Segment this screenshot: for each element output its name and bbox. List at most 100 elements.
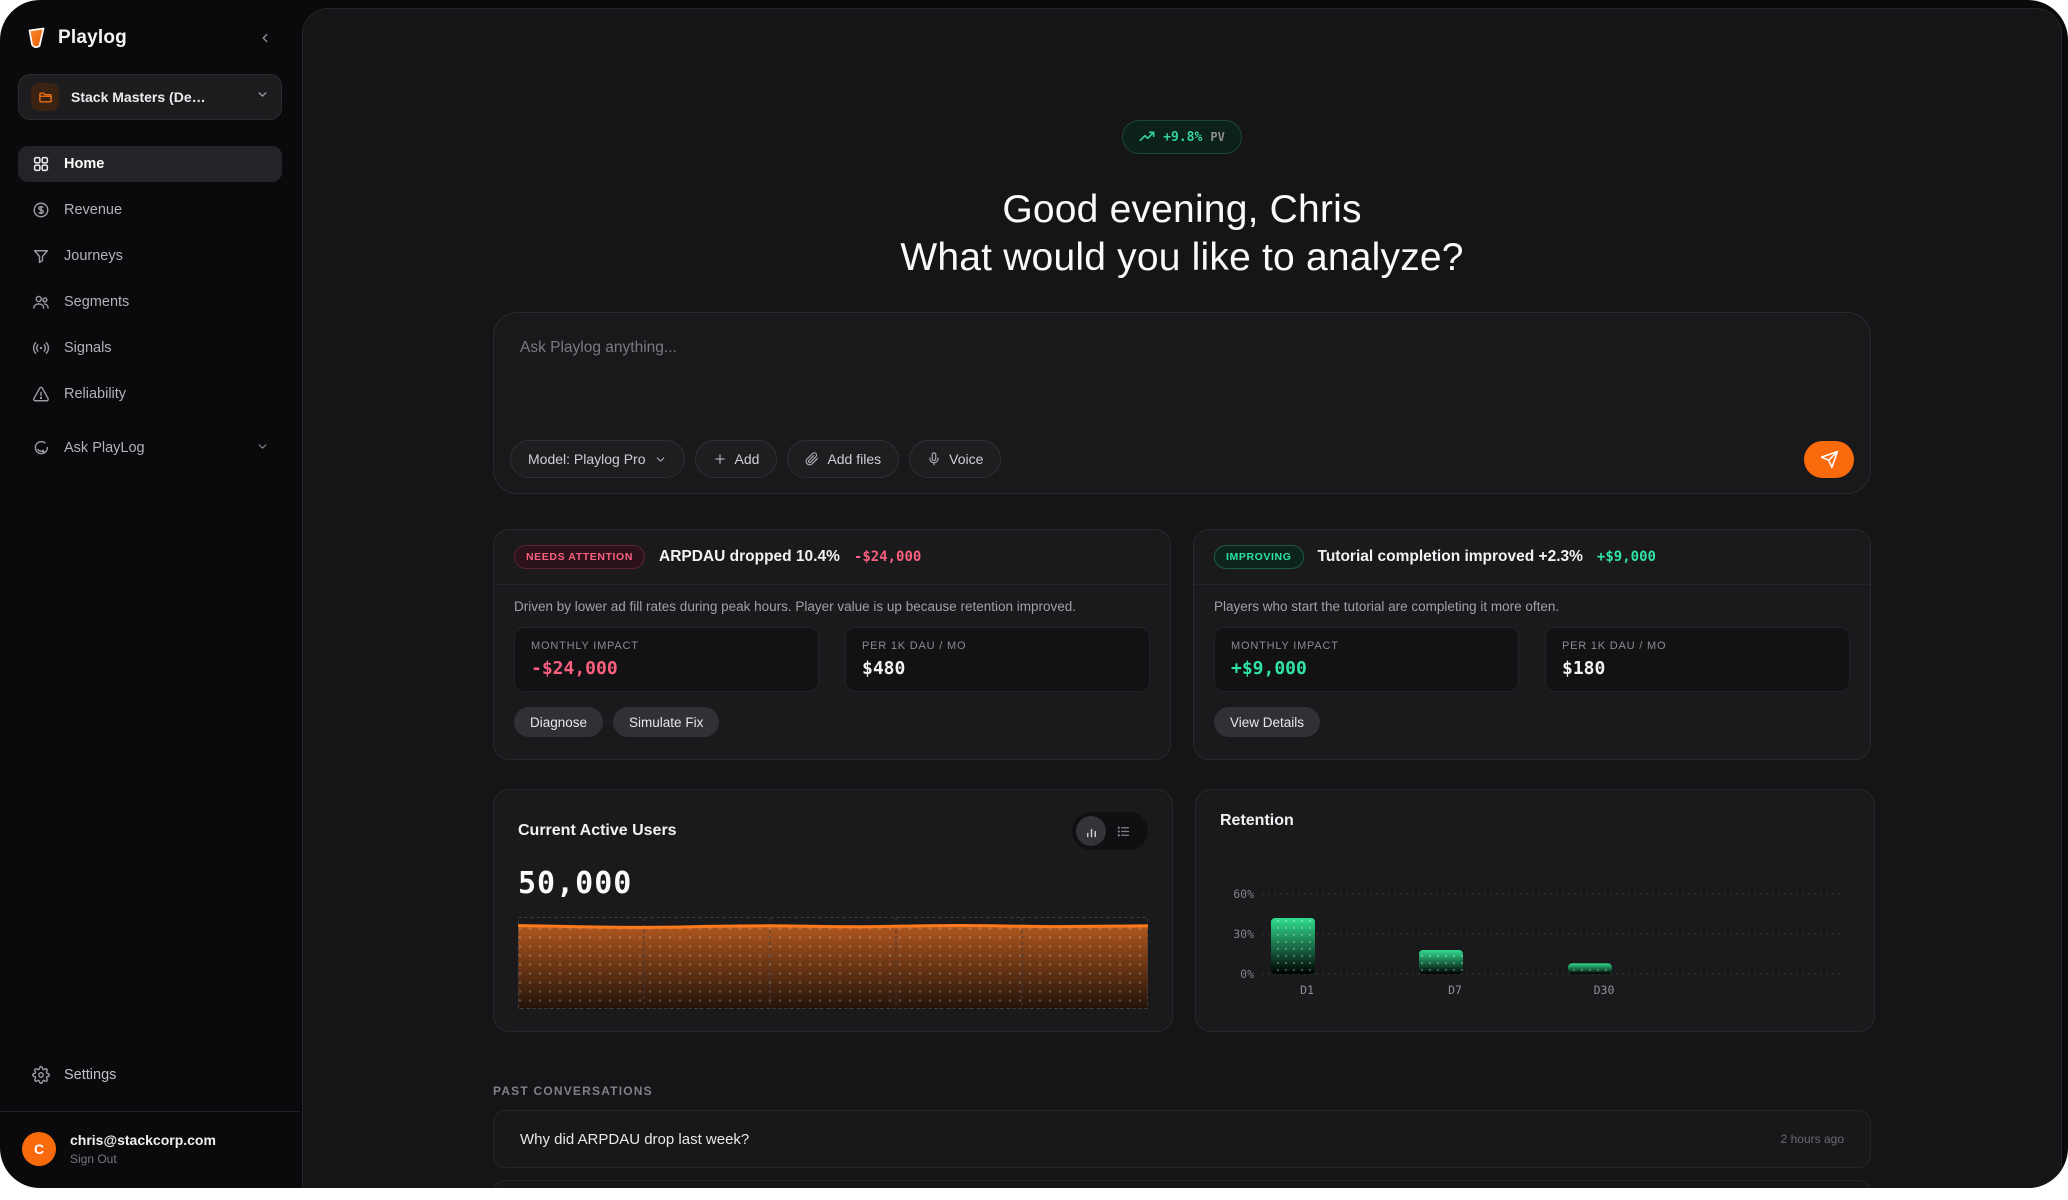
prompt-box: Model: Playlog Pro Add: [493, 312, 1871, 494]
retention-title: Retention: [1220, 812, 1294, 829]
insight-title: ARPDAU dropped 10.4%: [659, 548, 840, 565]
insight-amount: -$24,000: [853, 549, 922, 565]
voice-button[interactable]: Voice: [909, 440, 1002, 478]
retention-card: Retention 0% 30% 60% D1 D7 D30: [1195, 789, 1875, 1032]
model-selector-label: Model: Playlog Pro: [528, 451, 646, 467]
folder-icon: [31, 83, 59, 111]
greeting-line1: Good evening, Chris: [1002, 188, 1362, 231]
funnel-icon: [31, 247, 50, 266]
status-badge: NEEDS ATTENTION: [514, 545, 646, 569]
chat-bubble-icon: [31, 439, 50, 458]
insight-card-arpdau: NEEDS ATTENTION ARPDAU dropped 10.4% -$2…: [493, 529, 1171, 760]
sidebar-item-signals[interactable]: Signals: [18, 330, 282, 366]
send-icon: [1820, 450, 1839, 469]
add-button[interactable]: Add: [694, 440, 778, 478]
chevron-down-icon: [256, 88, 269, 106]
active-users-title: Current Active Users: [518, 822, 677, 839]
diagnose-button[interactable]: Diagnose: [514, 707, 604, 737]
insight-card-tutorial: IMPROVING Tutorial completion improved +…: [1193, 529, 1871, 760]
svg-text:0%: 0%: [1240, 967, 1254, 981]
sidebar-item-label: Home: [64, 156, 105, 172]
users-icon: [31, 293, 50, 312]
simulate-fix-button[interactable]: Simulate Fix: [613, 707, 720, 737]
add-files-label: Add files: [827, 451, 882, 467]
sidebar-spacer: [18, 476, 282, 1057]
conversation-item[interactable]: Why did ARPDAU drop last week? 2 hours a…: [493, 1110, 1871, 1168]
chart-view-toggle: [1072, 812, 1148, 850]
metric-value: +$9,000: [1231, 658, 1307, 679]
metric-per-1k-dau: PER 1K DAU / MO $180: [1545, 627, 1850, 692]
sidebar-item-ask-playlog[interactable]: Ask PlayLog: [18, 430, 282, 466]
insight-amount: +$9,000: [1596, 549, 1656, 565]
dollar-circle-icon: [31, 201, 50, 220]
sidebar-item-label: Signals: [64, 340, 112, 356]
pv-suffix: PV: [1210, 130, 1225, 144]
pv-trend-badge: +9.8% PV: [1122, 120, 1242, 154]
metric-label: MONTHLY IMPACT: [1231, 640, 1339, 652]
gear-icon: [31, 1066, 50, 1085]
add-files-button[interactable]: Add files: [787, 440, 900, 478]
list-view-icon[interactable]: [1108, 816, 1138, 846]
playlog-logo-icon: [24, 26, 48, 50]
sidebar-item-label: Ask PlayLog: [64, 440, 145, 456]
retention-bar-chart: 0% 30% 60% D1 D7 D30: [1233, 887, 1844, 997]
sidebar-item-settings[interactable]: Settings: [18, 1057, 282, 1093]
add-button-label: Add: [734, 451, 760, 467]
sidebar-item-home[interactable]: Home: [18, 146, 282, 182]
conversation-item-partial[interactable]: [493, 1180, 1871, 1188]
greeting: Good evening, Chris What would you like …: [493, 186, 1871, 282]
metric-monthly-impact: MONTHLY IMPACT -$24,000: [514, 627, 819, 692]
insight-description: Driven by lower ad fill rates during pea…: [514, 599, 1077, 614]
model-selector-button[interactable]: Model: Playlog Pro: [510, 440, 685, 478]
brand-row: Playlog: [18, 26, 282, 50]
insight-header: NEEDS ATTENTION ARPDAU dropped 10.4% -$2…: [494, 530, 1170, 585]
voice-label: Voice: [949, 451, 984, 467]
sidebar-item-label: Reliability: [64, 386, 127, 402]
sidebar-divider: [0, 1111, 300, 1112]
svg-text:D30: D30: [1594, 983, 1615, 997]
grid-icon: [31, 155, 50, 174]
greeting-line2: What would you like to analyze?: [900, 236, 1464, 279]
sidebar-item-reliability[interactable]: Reliability: [18, 376, 282, 412]
alert-triangle-icon: [31, 385, 50, 404]
svg-text:30%: 30%: [1233, 927, 1254, 941]
past-conversations-heading: PAST CONVERSATIONS: [493, 1084, 653, 1098]
svg-text:D7: D7: [1448, 983, 1462, 997]
sign-out-button[interactable]: Sign Out: [70, 1152, 117, 1166]
main-panel: +9.8% PV Good evening, Chris What would …: [302, 8, 2062, 1188]
sidebar-item-segments[interactable]: Segments: [18, 284, 282, 320]
sidebar-item-revenue[interactable]: Revenue: [18, 192, 282, 228]
project-label: Stack Masters (De…: [71, 89, 206, 105]
user-email: chris@stackcorp.com: [70, 1132, 216, 1148]
metric-monthly-impact: MONTHLY IMPACT +$9,000: [1214, 627, 1519, 692]
metric-value: $480: [862, 658, 906, 679]
metric-label: MONTHLY IMPACT: [531, 640, 639, 652]
pv-value: +9.8%: [1163, 129, 1203, 145]
metric-value: -$24,000: [531, 658, 618, 679]
metric-label: PER 1K DAU / MO: [1562, 640, 1667, 652]
trending-up-icon: [1139, 129, 1155, 145]
sidebar-item-label: Segments: [64, 294, 130, 310]
conversation-question: Why did ARPDAU drop last week?: [520, 1130, 750, 1148]
brand-name: Playlog: [58, 27, 127, 48]
insight-header: IMPROVING Tutorial completion improved +…: [1194, 530, 1870, 585]
project-selector[interactable]: Stack Masters (De…: [18, 74, 282, 120]
chevron-left-icon[interactable]: [254, 27, 276, 49]
settings-label: Settings: [64, 1067, 117, 1083]
metric-per-1k-dau: PER 1K DAU / MO $480: [845, 627, 1150, 692]
sidebar-nav: Home Revenue Journeys Segments: [18, 146, 282, 476]
avatar[interactable]: C: [22, 1132, 56, 1166]
bar-chart-view-icon[interactable]: [1076, 816, 1106, 846]
user-account: C chris@stackcorp.com Sign Out: [18, 1132, 282, 1166]
svg-text:60%: 60%: [1233, 887, 1254, 901]
view-details-button[interactable]: View Details: [1214, 707, 1321, 737]
microphone-icon: [927, 452, 941, 466]
sidebar-item-journeys[interactable]: Journeys: [18, 238, 282, 274]
status-badge: IMPROVING: [1214, 545, 1304, 569]
active-users-card: Current Active Users 50,000: [493, 789, 1173, 1032]
prompt-input[interactable]: [494, 313, 1870, 440]
active-users-value: 50,000: [518, 866, 633, 901]
sidebar-item-label: Journeys: [64, 248, 123, 264]
send-button[interactable]: [1804, 440, 1854, 478]
